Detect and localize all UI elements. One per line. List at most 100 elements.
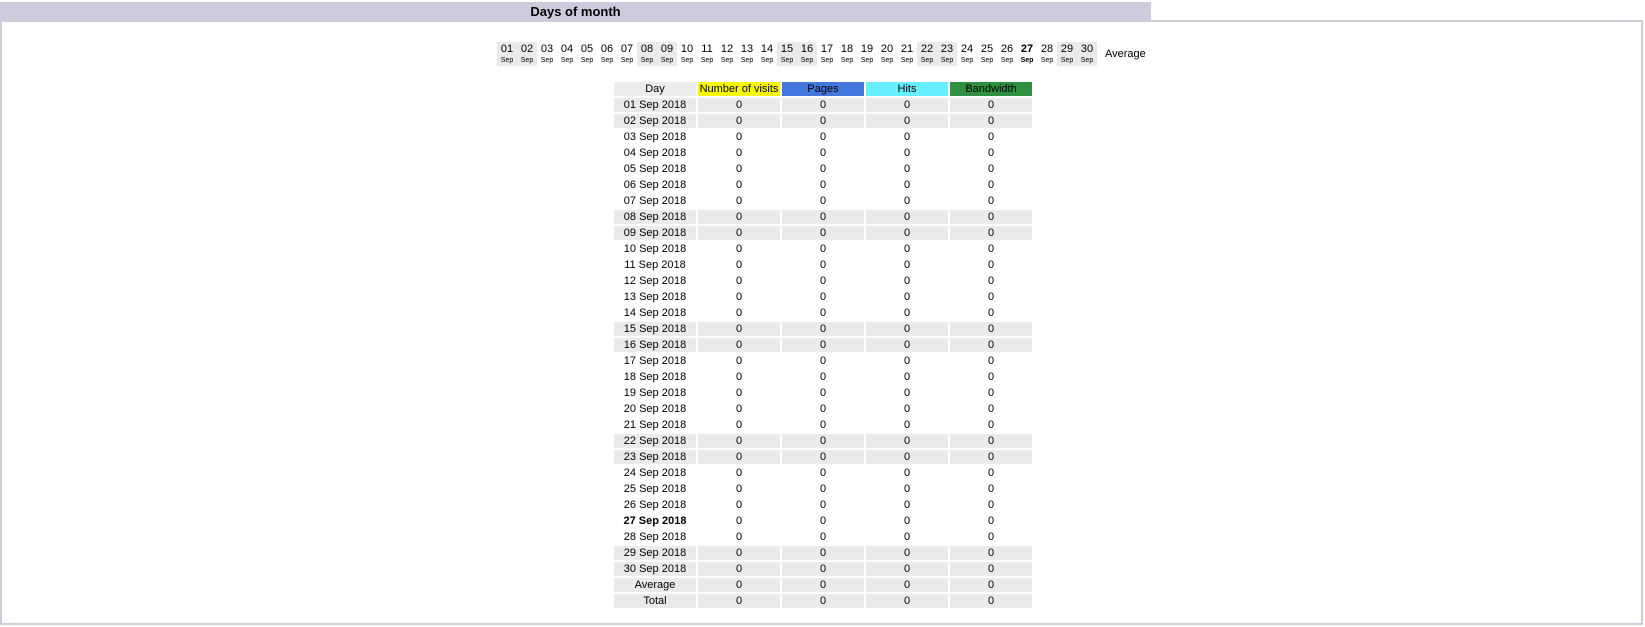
day-link-03[interactable]: 03 Sep <box>537 42 557 66</box>
day-number: 25 <box>980 43 994 55</box>
cell-pages: 0 <box>782 210 864 224</box>
day-link-13[interactable]: 13 Sep <box>737 42 757 66</box>
cell-pages: 0 <box>782 130 864 144</box>
day-link-19[interactable]: 19 Sep <box>857 42 877 66</box>
header-pages: Pages <box>782 82 864 96</box>
cell-hits: 0 <box>866 418 948 432</box>
day-month: Sep <box>1020 57 1034 64</box>
cell-day: 26 Sep 2018 <box>614 498 696 512</box>
cell-hits: 0 <box>866 482 948 496</box>
cell-pages: 0 <box>782 146 864 160</box>
cell-day: 11 Sep 2018 <box>614 258 696 272</box>
cell-day: 10 Sep 2018 <box>614 242 696 256</box>
day-link-21[interactable]: 21 Sep <box>897 42 917 66</box>
day-link-04[interactable]: 04 Sep <box>557 42 577 66</box>
cell-visits: 0 <box>698 242 780 256</box>
day-month: Sep <box>1000 57 1014 64</box>
day-link-23[interactable]: 23 Sep <box>937 42 957 66</box>
day-link-20[interactable]: 20 Sep <box>877 42 897 66</box>
cell-hits: 0 <box>866 114 948 128</box>
cell-bandwidth: 0 <box>950 402 1032 416</box>
table-row: 18 Sep 2018 0 0 0 0 <box>614 370 1032 384</box>
day-link-07[interactable]: 07 Sep <box>617 42 637 66</box>
cell-pages: 0 <box>782 578 864 592</box>
day-link-16[interactable]: 16 Sep <box>797 42 817 66</box>
cell-bandwidth: 0 <box>950 418 1032 432</box>
day-link-28[interactable]: 28 Sep <box>1037 42 1057 66</box>
day-link-26[interactable]: 26 Sep <box>997 42 1017 66</box>
cell-day: 28 Sep 2018 <box>614 530 696 544</box>
day-month: Sep <box>520 57 534 64</box>
cell-pages: 0 <box>782 466 864 480</box>
cell-day: 03 Sep 2018 <box>614 130 696 144</box>
cell-pages: 0 <box>782 226 864 240</box>
cell-bandwidth: 0 <box>950 178 1032 192</box>
table-row: 02 Sep 2018 0 0 0 0 <box>614 114 1032 128</box>
cell-bandwidth: 0 <box>950 290 1032 304</box>
day-link-27[interactable]: 27 Sep <box>1017 42 1037 66</box>
day-link-08[interactable]: 08 Sep <box>637 42 657 66</box>
day-number: 03 <box>540 43 554 55</box>
cell-bandwidth: 0 <box>950 530 1032 544</box>
cell-hits: 0 <box>866 274 948 288</box>
cell-visits: 0 <box>698 226 780 240</box>
table-row: 16 Sep 2018 0 0 0 0 <box>614 338 1032 352</box>
day-link-01[interactable]: 01 Sep <box>497 42 517 66</box>
cell-hits: 0 <box>866 402 948 416</box>
cell-bandwidth: 0 <box>950 98 1032 112</box>
cell-hits: 0 <box>866 386 948 400</box>
cell-bandwidth: 0 <box>950 338 1032 352</box>
day-number: 07 <box>620 43 634 55</box>
cell-day: 05 Sep 2018 <box>614 162 696 176</box>
cell-hits: 0 <box>866 98 948 112</box>
cell-bandwidth: 0 <box>950 242 1032 256</box>
cell-bandwidth: 0 <box>950 194 1032 208</box>
day-link-24[interactable]: 24 Sep <box>957 42 977 66</box>
cell-pages: 0 <box>782 418 864 432</box>
cell-visits: 0 <box>698 130 780 144</box>
cell-visits: 0 <box>698 530 780 544</box>
day-link-09[interactable]: 09 Sep <box>657 42 677 66</box>
table-row: 06 Sep 2018 0 0 0 0 <box>614 178 1032 192</box>
cell-pages: 0 <box>782 386 864 400</box>
cell-day: 12 Sep 2018 <box>614 274 696 288</box>
day-link-06[interactable]: 06 Sep <box>597 42 617 66</box>
cell-bandwidth: 0 <box>950 498 1032 512</box>
day-month: Sep <box>940 57 954 64</box>
day-link-18[interactable]: 18 Sep <box>837 42 857 66</box>
day-month: Sep <box>1040 57 1054 64</box>
table-row: 23 Sep 2018 0 0 0 0 <box>614 450 1032 464</box>
day-number: 17 <box>820 43 834 55</box>
table-row: 09 Sep 2018 0 0 0 0 <box>614 226 1032 240</box>
day-link-02[interactable]: 02 Sep <box>517 42 537 66</box>
table-row: 10 Sep 2018 0 0 0 0 <box>614 242 1032 256</box>
cell-hits: 0 <box>866 546 948 560</box>
day-link-15[interactable]: 15 Sep <box>777 42 797 66</box>
day-link-14[interactable]: 14 Sep <box>757 42 777 66</box>
day-month: Sep <box>1060 57 1074 64</box>
day-link-25[interactable]: 25 Sep <box>977 42 997 66</box>
cell-visits: 0 <box>698 162 780 176</box>
day-link-30[interactable]: 30 Sep <box>1077 42 1097 66</box>
cell-day: 17 Sep 2018 <box>614 354 696 368</box>
day-link-22[interactable]: 22 Sep <box>917 42 937 66</box>
day-month: Sep <box>580 57 594 64</box>
cell-pages: 0 <box>782 354 864 368</box>
header-visits: Number of visits <box>698 82 780 96</box>
day-number: 02 <box>520 43 534 55</box>
day-link-29[interactable]: 29 Sep <box>1057 42 1077 66</box>
day-link-11[interactable]: 11 Sep <box>697 42 717 66</box>
cell-hits: 0 <box>866 578 948 592</box>
cell-day: 23 Sep 2018 <box>614 450 696 464</box>
cell-day: 09 Sep 2018 <box>614 226 696 240</box>
day-month: Sep <box>960 57 974 64</box>
header-bandwidth: Bandwidth <box>950 82 1032 96</box>
cell-hits: 0 <box>866 194 948 208</box>
day-month: Sep <box>700 57 714 64</box>
day-link-05[interactable]: 05 Sep <box>577 42 597 66</box>
day-link-12[interactable]: 12 Sep <box>717 42 737 66</box>
table-row: 20 Sep 2018 0 0 0 0 <box>614 402 1032 416</box>
day-link-17[interactable]: 17 Sep <box>817 42 837 66</box>
day-number: 28 <box>1040 43 1054 55</box>
day-link-10[interactable]: 10 Sep <box>677 42 697 66</box>
